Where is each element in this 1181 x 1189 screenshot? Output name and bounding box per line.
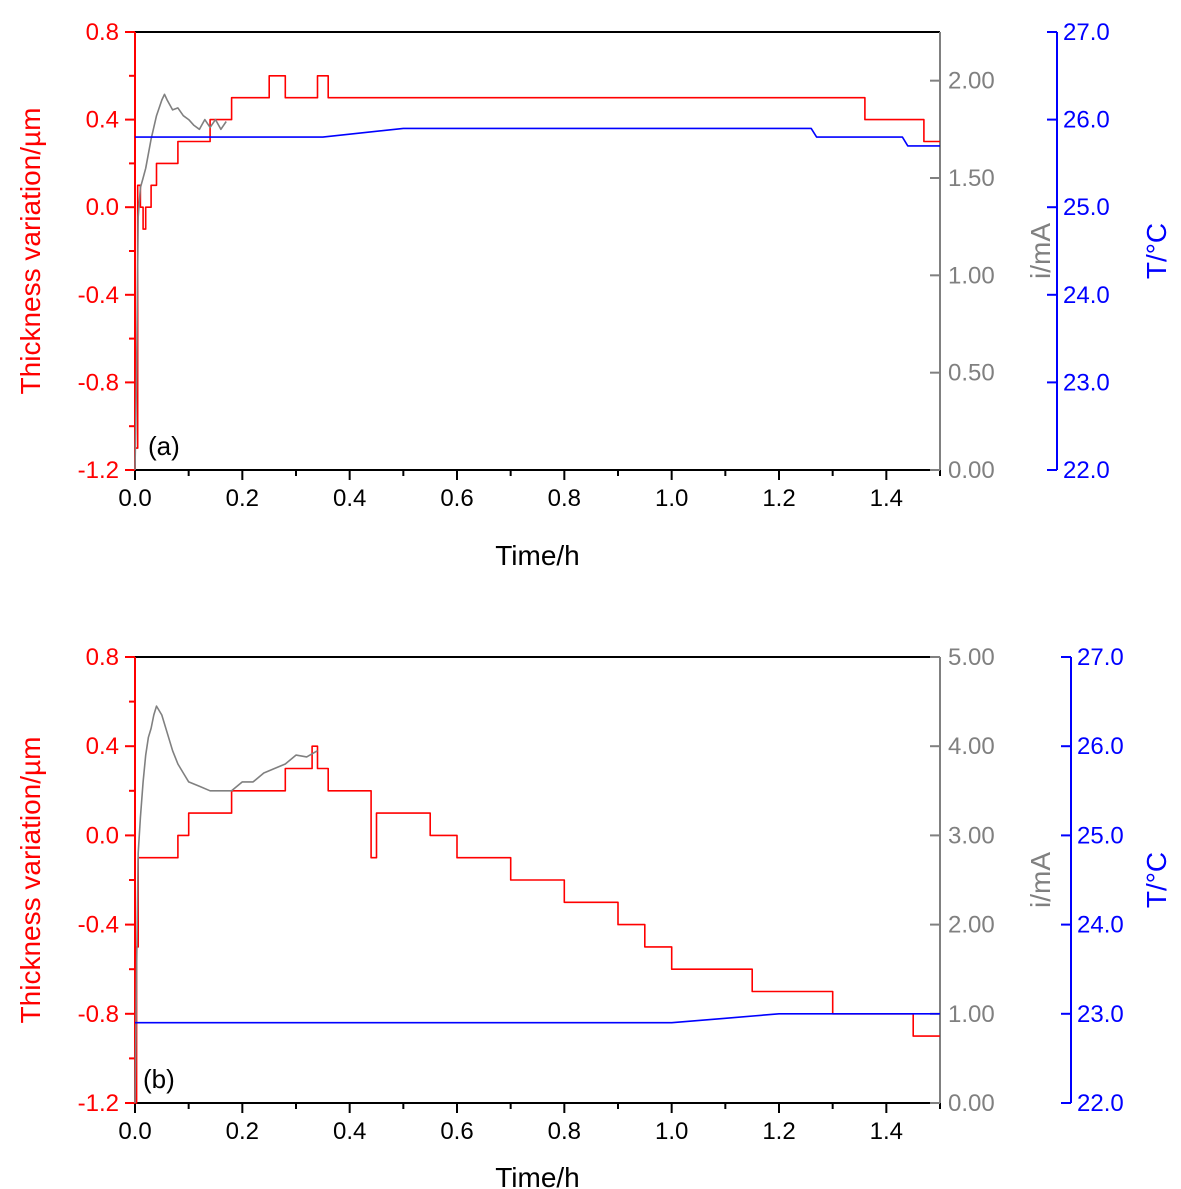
temperature-y-tick-label: 22.0	[1063, 457, 1110, 484]
x-tick-label: 1.2	[762, 1118, 795, 1145]
current-y-tick-label: 2.00	[948, 912, 995, 939]
current-y-tick-label: 0.00	[948, 1090, 995, 1117]
temperature-y-tick-label: 23.0	[1063, 369, 1110, 396]
temperature-y-tick-label: 26.0	[1063, 107, 1110, 134]
left-y-tick-label: 0.4	[86, 107, 119, 134]
x-axis-title: Time/h	[495, 540, 580, 571]
temperature-y-tick-label: 25.0	[1077, 822, 1124, 849]
panel-label: (a)	[148, 431, 180, 461]
temperature-y-tick-label: 26.0	[1077, 733, 1124, 760]
left-y-tick-label: -0.8	[78, 369, 119, 396]
x-tick-label: 1.4	[870, 485, 903, 512]
x-tick-label: 0.2	[226, 485, 259, 512]
temperature-y-tick-label: 22.0	[1077, 1090, 1124, 1117]
left-y-tick-label: 0.8	[86, 644, 119, 671]
temperature-y-tick-label: 25.0	[1063, 194, 1110, 221]
x-tick-label: 0.0	[118, 1118, 151, 1145]
temperature-y-axis-title: T/°C	[1141, 852, 1172, 908]
temperature-y-tick-label: 23.0	[1077, 1001, 1124, 1028]
thickness-series-line	[135, 745, 940, 1104]
left-y-tick-label: -1.2	[78, 457, 119, 484]
temperature-series-line	[135, 127, 940, 147]
x-tick-label: 0.6	[440, 1118, 473, 1145]
left-y-axis-title: Thickness variation/µm	[15, 108, 46, 395]
x-tick-label: 0.0	[118, 485, 151, 512]
left-y-tick-label: 0.8	[86, 19, 119, 46]
current-series-line	[134, 705, 318, 1104]
temperature-y-tick-label: 24.0	[1077, 912, 1124, 939]
left-y-tick-label: -1.2	[78, 1090, 119, 1117]
left-y-tick-label: 0.0	[86, 822, 119, 849]
x-tick-label: 0.6	[440, 485, 473, 512]
x-tick-label: 0.4	[333, 485, 366, 512]
x-tick-label: 1.0	[655, 485, 688, 512]
x-tick-label: 0.8	[548, 485, 581, 512]
x-tick-label: 1.0	[655, 1118, 688, 1145]
left-y-tick-label: -0.4	[78, 282, 119, 309]
left-y-tick-label: -0.4	[78, 912, 119, 939]
left-y-tick-label: 0.4	[86, 733, 119, 760]
chart-panel-b: 0.0 0.2 0.4 0.6 0.8 1.0 1.2 1.4-1.2-0.8-0.40.00…	[15, 644, 1172, 1189]
x-tick-label: 0.4	[333, 1118, 366, 1145]
current-y-axis-title: i/mA	[1025, 223, 1056, 279]
chart-panel-a: 0.0 0.2 0.4 0.6 0.8 1.0 1.2 1.4-1.2-0.8-0.40.00…	[15, 19, 1172, 571]
x-tick-label: 0.2	[226, 1118, 259, 1145]
temperature-y-tick-label: 27.0	[1063, 19, 1110, 46]
current-y-tick-label: 2.00	[948, 68, 995, 95]
current-y-tick-label: 3.00	[948, 822, 995, 849]
x-tick-label: 1.2	[762, 485, 795, 512]
current-y-tick-label: 1.00	[948, 1001, 995, 1028]
temperature-y-tick-label: 27.0	[1077, 644, 1124, 671]
x-tick-label: 0.8	[548, 1118, 581, 1145]
temperature-y-tick-label: 24.0	[1063, 282, 1110, 309]
temperature-y-axis-title: T/°C	[1141, 223, 1172, 279]
current-y-tick-label: 0.50	[948, 360, 995, 387]
x-tick-label: 1.4	[870, 1118, 903, 1145]
x-axis-title: Time/h	[495, 1162, 580, 1189]
current-series-line	[134, 93, 227, 471]
current-y-tick-label: 5.00	[948, 644, 995, 671]
temperature-series-line	[135, 1012, 940, 1024]
current-y-tick-label: 0.00	[948, 457, 995, 484]
left-y-tick-label: -0.8	[78, 1001, 119, 1028]
left-y-axis-title: Thickness variation/µm	[15, 737, 46, 1024]
left-y-tick-label: 0.0	[86, 194, 119, 221]
current-y-axis-title: i/mA	[1025, 852, 1056, 908]
thickness-series-line	[135, 75, 940, 449]
current-y-tick-label: 1.00	[948, 262, 995, 289]
current-y-tick-label: 1.50	[948, 165, 995, 192]
panel-label: (b)	[143, 1064, 175, 1094]
current-y-tick-label: 4.00	[948, 733, 995, 760]
